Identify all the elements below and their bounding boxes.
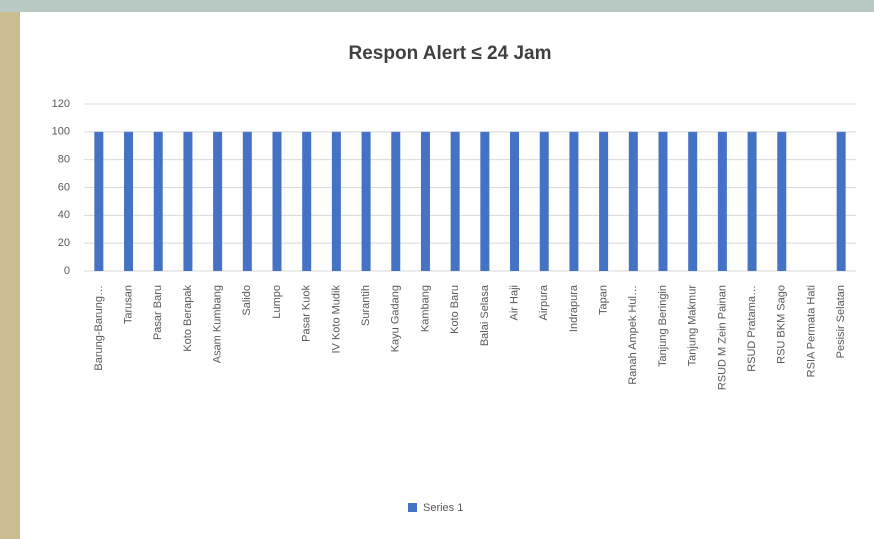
bar: [747, 131, 757, 271]
bar: [688, 131, 698, 271]
x-tick-label: RSUD M Zein Painan: [716, 285, 728, 390]
y-tick-label: 100: [52, 126, 70, 138]
x-tick-label: Indrapura: [568, 284, 580, 332]
x-tick-label: Airpura: [538, 284, 550, 320]
bar: [510, 131, 520, 271]
x-tick-label: Salido: [241, 285, 253, 316]
x-tick-label: Surantih: [360, 285, 372, 326]
legend-swatch: [408, 503, 417, 512]
bar: [569, 131, 579, 271]
bar: [717, 131, 727, 271]
y-tick-label: 60: [58, 181, 70, 193]
bar: [599, 131, 609, 271]
bar: [480, 131, 490, 271]
y-tick-label: 120: [52, 98, 70, 110]
x-tick-label: RSIA Permata Hati: [805, 285, 817, 377]
x-tick-label: Kayu Gadang: [390, 285, 402, 352]
x-tick-label: Pasar Kuok: [301, 285, 313, 342]
x-tick-label: Tapan: [598, 285, 610, 315]
x-tick-label: Koto Baru: [449, 285, 461, 334]
bar: [153, 131, 163, 271]
bar: [183, 131, 193, 271]
y-tick-label: 80: [58, 154, 70, 166]
x-tick-label: Koto Berapak: [182, 285, 194, 352]
x-tick-label: Barung-Barung…: [93, 285, 105, 371]
x-tick-label: Balai Selasa: [479, 284, 491, 346]
x-tick-label: Pasar Baru: [152, 285, 164, 340]
y-tick-label: 40: [58, 209, 70, 221]
bar: [361, 131, 371, 271]
y-tick-label: 20: [58, 237, 70, 249]
bar: [777, 131, 787, 271]
bar: [272, 131, 282, 271]
x-tick-label: RSU BKM Sago: [776, 285, 788, 364]
bar: [213, 131, 223, 271]
x-tick-label: Air Haji: [508, 285, 520, 320]
bar: [302, 131, 312, 271]
bar: [94, 131, 104, 271]
legend-label: Series 1: [423, 502, 463, 514]
x-tick-label: RSUD Pratama…: [746, 285, 758, 372]
x-tick-label: Tarusan: [122, 285, 134, 324]
bar: [420, 131, 430, 271]
x-tick-label: Kambang: [419, 285, 431, 332]
x-tick-label: Tanjung Beringin: [657, 285, 669, 367]
chart-title: Respon Alert ≤ 24 Jam: [349, 43, 552, 64]
x-tick-label: Tanjung Makmur: [687, 285, 699, 367]
x-tick-label: Ranah Ampek Hul…: [627, 285, 639, 385]
bar: [391, 131, 401, 271]
bar: [124, 131, 134, 271]
x-tick-label: Pesisir Selatan: [835, 285, 847, 358]
bar: [628, 131, 638, 271]
x-tick-label: Asam Kumbang: [212, 285, 224, 363]
bar: [836, 131, 846, 271]
bar: [539, 131, 549, 271]
x-tick-label: IV Koto Mudik: [330, 285, 342, 354]
y-tick-label: 0: [64, 265, 70, 277]
bar: [658, 131, 668, 271]
bar: [450, 131, 460, 271]
x-tick-label: Lumpo: [271, 285, 283, 319]
bar: [242, 131, 252, 271]
background-strip: [0, 0, 874, 12]
bar: [331, 131, 341, 271]
chart-area: [20, 12, 874, 539]
